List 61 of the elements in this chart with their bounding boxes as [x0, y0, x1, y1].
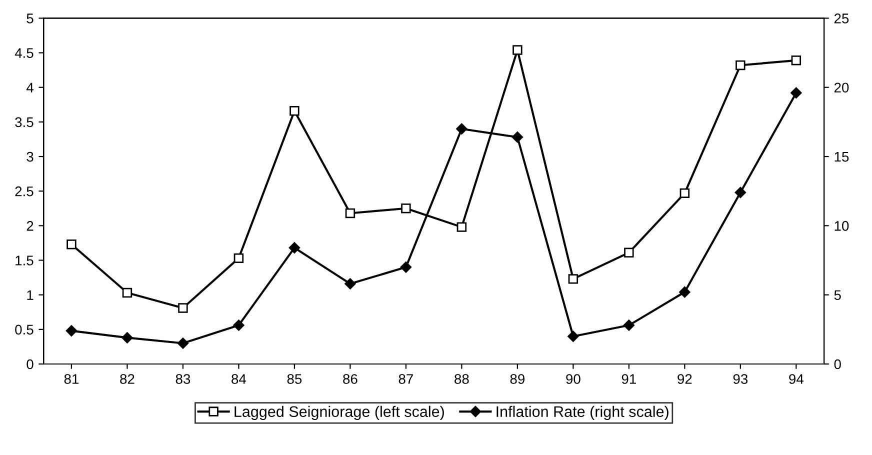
y2-tick-label: 15 [834, 152, 849, 162]
point [568, 274, 578, 284]
y-tick-label: 2.5 [15, 186, 34, 196]
x-tick-label: 81 [64, 374, 79, 384]
y2-tick-label: 25 [834, 14, 849, 24]
x-tick-label: 93 [733, 374, 748, 384]
point [512, 132, 524, 143]
x-tick-label: 84 [232, 374, 246, 384]
point [234, 253, 244, 264]
point [680, 188, 690, 198]
point [791, 56, 802, 66]
x-tick-label: 85 [287, 374, 302, 384]
point [288, 242, 300, 254]
x-tick-label: 87 [398, 374, 413, 384]
x-tick-label: 89 [510, 374, 525, 384]
x-tick-label: 86 [343, 374, 358, 384]
x-tick-label: 82 [120, 374, 134, 384]
y-tick-label: 1 [27, 290, 34, 300]
point [456, 123, 468, 134]
point [178, 303, 188, 313]
y-tick-label: 5 [26, 14, 34, 24]
x-tick-label: 83 [176, 374, 190, 384]
y2-tick-label: 0 [834, 359, 841, 370]
point [290, 106, 300, 116]
point [66, 325, 78, 336]
point [568, 330, 579, 342]
point [734, 186, 746, 198]
legend-label: Lagged Seigniorage (left scale) [234, 406, 444, 420]
x-tick-label: 90 [566, 374, 580, 384]
x-tick-label: 94 [789, 374, 804, 384]
x-tick-label: 91 [622, 374, 636, 384]
y2-tick-label: 20 [834, 82, 849, 93]
point [679, 286, 690, 298]
point [177, 338, 189, 349]
y-tick-label: 3.5 [15, 117, 34, 128]
y-tick-label: 0.5 [15, 324, 34, 335]
y-tick-label: 4 [26, 82, 34, 92]
y-tick-label: 3 [26, 152, 34, 162]
point [623, 320, 635, 331]
point [456, 222, 467, 232]
point [512, 45, 522, 55]
point [400, 262, 412, 273]
point [122, 288, 132, 298]
x-tick-label: 92 [678, 374, 692, 384]
y-tick-label: 2 [26, 221, 34, 231]
point [790, 87, 802, 98]
point [736, 60, 746, 70]
y-tick-label: 4.5 [14, 48, 34, 58]
y-tick-label: 0 [26, 359, 34, 370]
y2-tick-label: 5 [834, 290, 841, 300]
point [345, 208, 356, 218]
y-tick-label: 1.5 [16, 256, 34, 266]
y2-tick-label: 10 [834, 221, 849, 231]
point [344, 278, 356, 290]
legend-label: Inflation Rate (right scale) [496, 406, 668, 420]
point [66, 239, 76, 250]
point [401, 204, 411, 214]
point [122, 332, 133, 344]
x-tick-label: 88 [454, 374, 469, 384]
point [624, 248, 634, 258]
point [233, 320, 244, 331]
